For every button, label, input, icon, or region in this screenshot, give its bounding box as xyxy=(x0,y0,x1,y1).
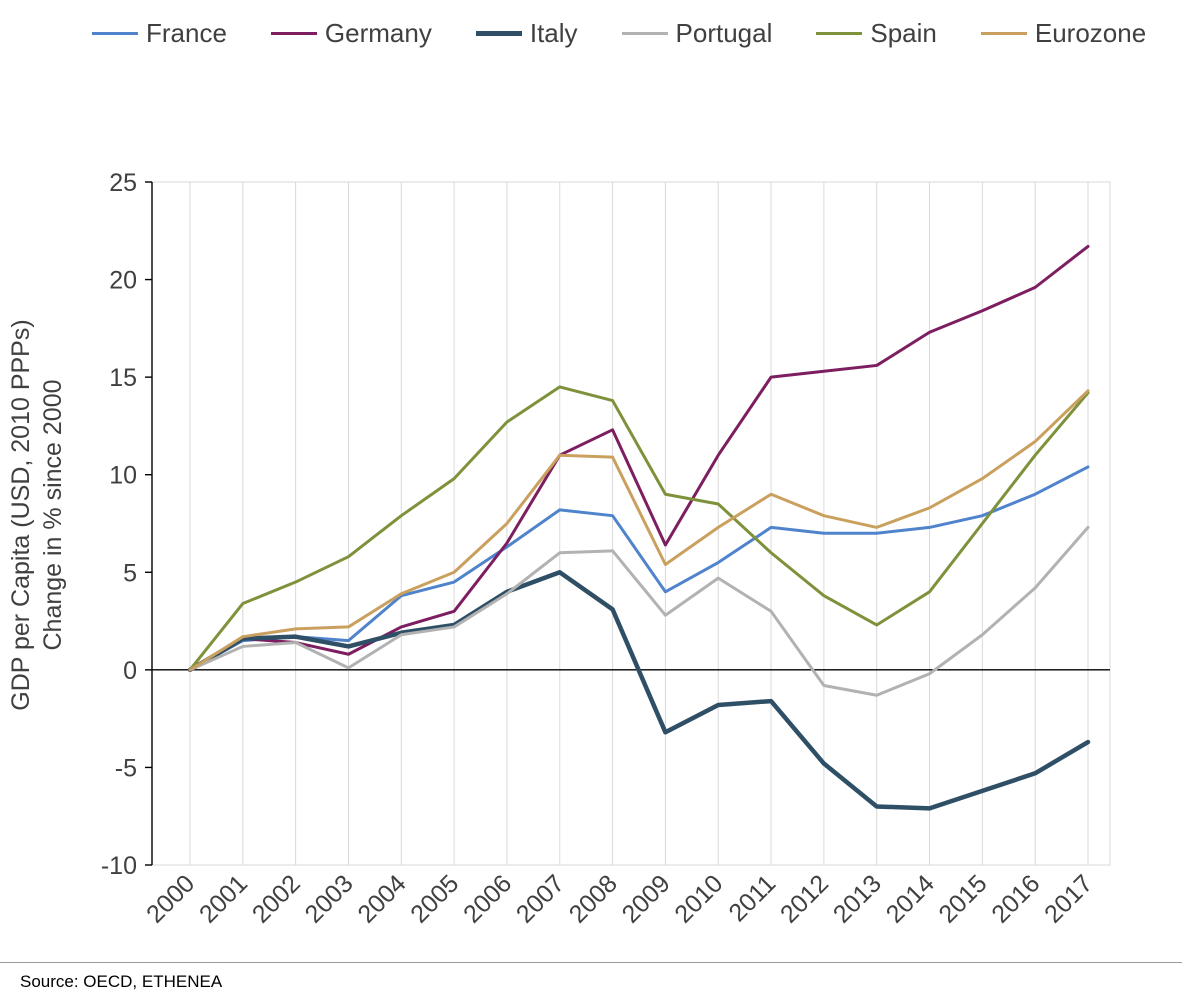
series-line-eurozone[interactable] xyxy=(188,389,1090,672)
x-tick-label: 2015 xyxy=(933,869,992,928)
legend-label: Eurozone xyxy=(1034,18,1147,48)
x-tick-label: 2008 xyxy=(564,869,623,928)
y-tick-label: 25 xyxy=(109,169,137,197)
y-tick-label: 5 xyxy=(123,559,137,587)
series-line-portugal[interactable] xyxy=(188,525,1090,697)
y-tick-label: 15 xyxy=(109,364,137,392)
x-tick-label: 2006 xyxy=(458,869,517,928)
y-tick-label: -5 xyxy=(115,754,137,782)
portugal-line-swatch xyxy=(621,32,668,35)
footer: Source: OECD, ETHENEA xyxy=(0,962,1182,992)
x-tick-label: 2004 xyxy=(352,869,411,928)
x-tick-label: 2016 xyxy=(986,869,1045,928)
x-tick-label: 2003 xyxy=(300,869,359,928)
x-tick-label: 2001 xyxy=(194,869,253,928)
series-line-italy[interactable] xyxy=(187,570,1091,811)
source-text: Source: OECD, ETHENEA xyxy=(20,972,223,991)
legend-item-italy[interactable]: Italy xyxy=(475,18,578,49)
legend: France Germany Italy Portugal Spain Euro… xyxy=(92,18,1146,49)
legend-item-eurozone[interactable]: Eurozone xyxy=(980,18,1147,49)
x-tick-label: 2010 xyxy=(669,869,728,928)
y-tick-label: -10 xyxy=(101,852,137,880)
x-tick-label: 2014 xyxy=(881,869,940,928)
eurozone-line-swatch xyxy=(980,32,1027,35)
y-tick-label: 20 xyxy=(109,267,137,295)
italy-line-swatch xyxy=(475,31,522,36)
x-tick-label: 2017 xyxy=(1039,869,1098,928)
x-tick-label: 2009 xyxy=(617,869,676,928)
france-line-swatch xyxy=(92,32,138,35)
germany-line-swatch xyxy=(270,32,317,35)
y-tick-label: 0 xyxy=(123,657,137,685)
legend-item-germany[interactable]: Germany xyxy=(270,18,432,49)
legend-label: Italy xyxy=(529,18,578,48)
y-tick-label: 10 xyxy=(109,462,137,490)
legend-label: Portugal xyxy=(675,18,773,48)
x-tick-label: 2002 xyxy=(247,869,306,928)
series-line-spain[interactable] xyxy=(188,385,1090,672)
x-tick-label: 2000 xyxy=(141,869,200,928)
x-tick-label: 2005 xyxy=(405,869,464,928)
x-tick-label: 2013 xyxy=(828,869,887,928)
series-line-france[interactable] xyxy=(188,465,1090,672)
legend-item-france[interactable]: France xyxy=(92,18,227,49)
legend-item-portugal[interactable]: Portugal xyxy=(621,18,773,49)
legend-label: Germany xyxy=(324,18,432,48)
legend-label: France xyxy=(146,18,227,48)
legend-label: Spain xyxy=(870,18,937,48)
spain-line-swatch xyxy=(816,32,863,35)
x-tick-label: 2011 xyxy=(723,869,781,927)
x-tick-label: 2007 xyxy=(511,869,570,928)
legend-item-spain[interactable]: Spain xyxy=(816,18,937,49)
series-line-germany[interactable] xyxy=(188,244,1090,672)
x-tick-label: 2012 xyxy=(775,869,834,928)
